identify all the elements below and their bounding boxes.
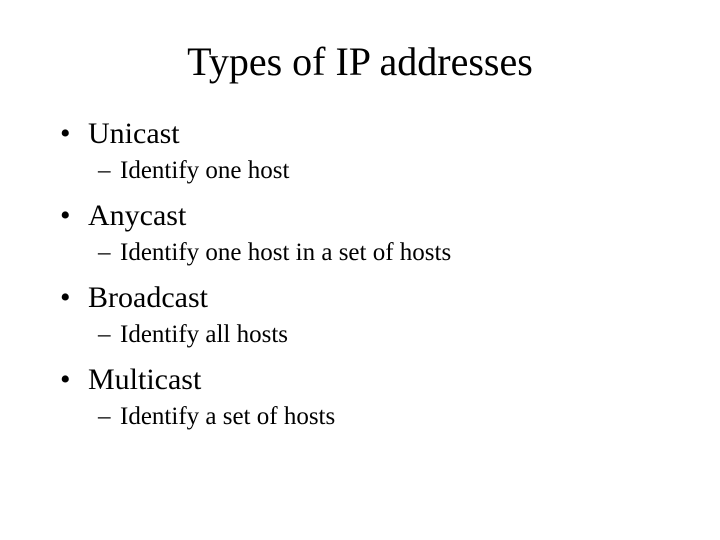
list-subitem: – Identify a set of hosts — [98, 403, 660, 431]
bullet-icon: • — [60, 281, 88, 315]
list-subitem: – Identify one host in a set of hosts — [98, 239, 660, 267]
bullet-icon: • — [60, 199, 88, 233]
list-item: • Anycast — [60, 199, 660, 233]
list-item-label: Broadcast — [88, 281, 208, 315]
list-item: • Unicast — [60, 117, 660, 151]
slide-content: • Unicast – Identify one host • Anycast … — [0, 117, 720, 431]
list-item-label: Multicast — [88, 363, 201, 397]
list-item-label: Anycast — [88, 199, 186, 233]
dash-icon: – — [98, 157, 120, 185]
list-subitem-label: Identify all hosts — [120, 321, 288, 349]
bullet-icon: • — [60, 117, 88, 151]
list-item: • Broadcast — [60, 281, 660, 315]
list-item-label: Unicast — [88, 117, 180, 151]
slide-title: Types of IP addresses — [0, 0, 720, 103]
slide: Types of IP addresses • Unicast – Identi… — [0, 0, 720, 540]
dash-icon: – — [98, 239, 120, 267]
bullet-icon: • — [60, 363, 88, 397]
dash-icon: – — [98, 403, 120, 431]
list-subitem-label: Identify a set of hosts — [120, 403, 335, 431]
list-subitem: – Identify one host — [98, 157, 660, 185]
list-item: • Multicast — [60, 363, 660, 397]
list-subitem: – Identify all hosts — [98, 321, 660, 349]
list-subitem-label: Identify one host in a set of hosts — [120, 239, 451, 267]
dash-icon: – — [98, 321, 120, 349]
list-subitem-label: Identify one host — [120, 157, 289, 185]
